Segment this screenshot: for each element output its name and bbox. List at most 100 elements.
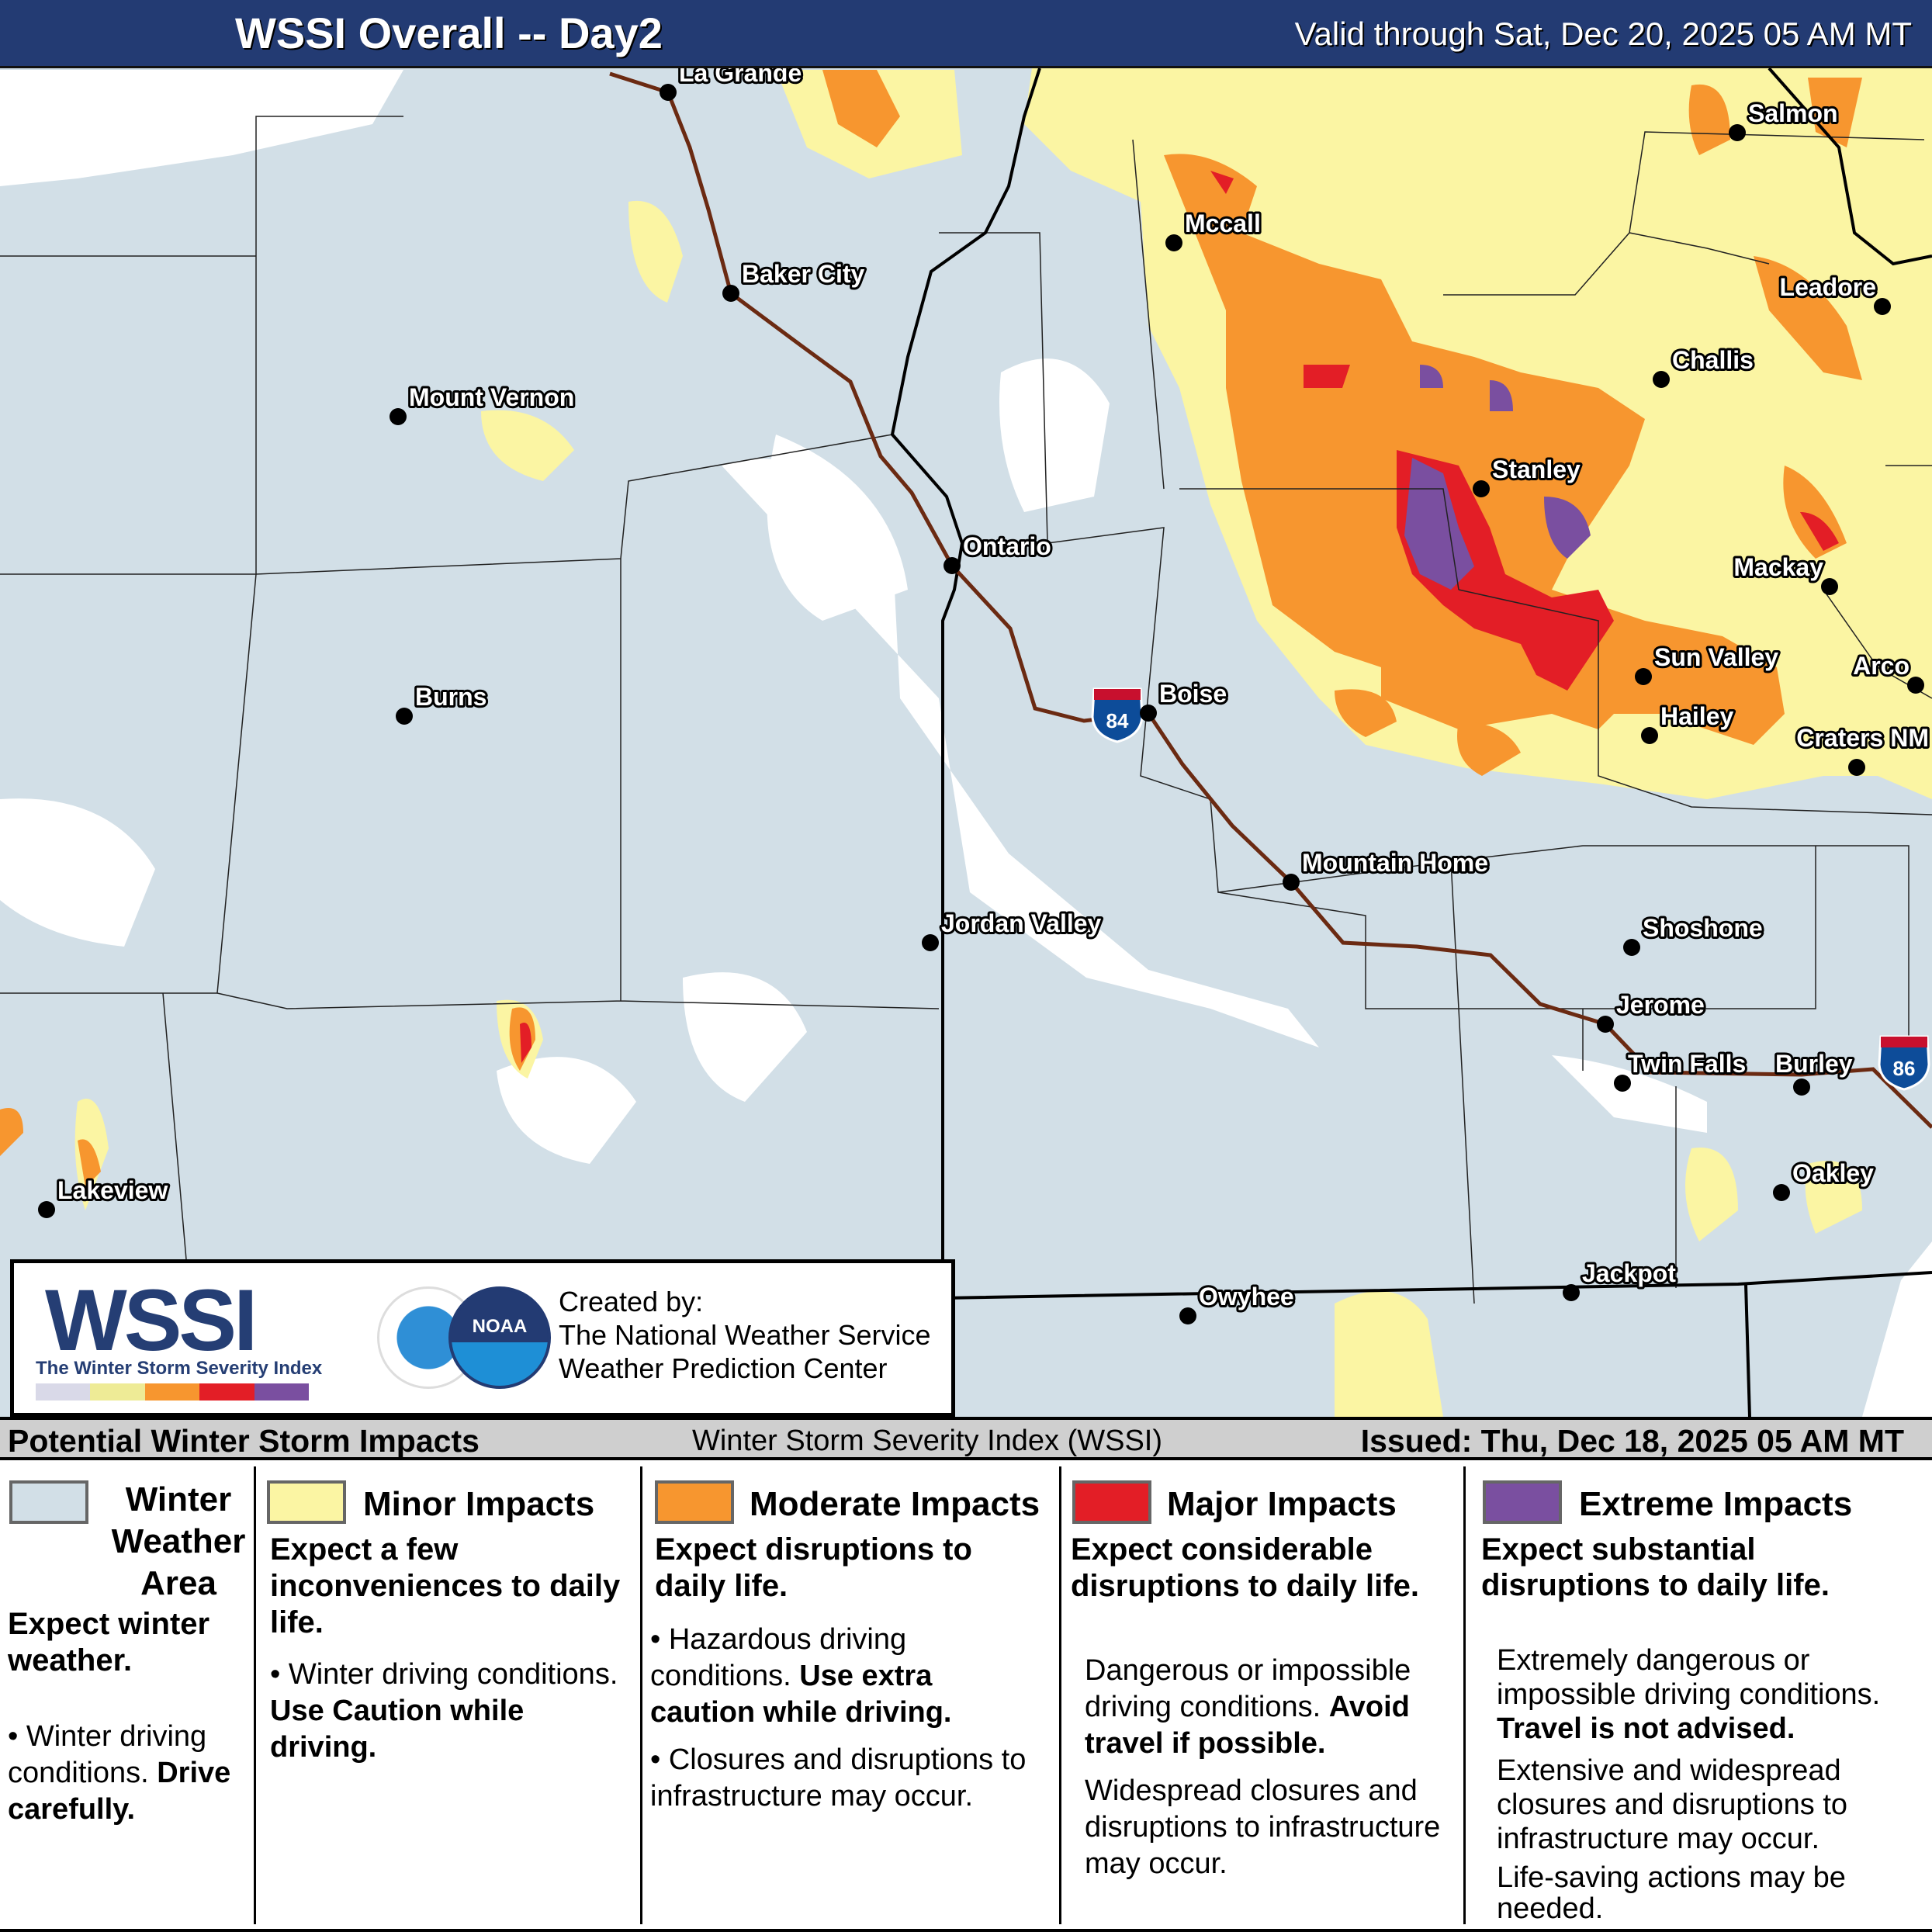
city-label: Shoshone <box>1643 914 1763 942</box>
legend-detail: Dangerous or impossible driving conditio… <box>1085 1654 1411 1760</box>
credit-text: Created by: The National Weather Service… <box>559 1285 931 1385</box>
legend-detail: • Hazardous driving conditions. Use extr… <box>650 1623 952 1729</box>
city-label: Jackpot <box>1582 1259 1676 1287</box>
city-label: Oakley <box>1792 1159 1874 1187</box>
city-lakeview: Lakeview <box>38 1174 170 1218</box>
city-label: Mackay <box>1733 553 1823 581</box>
legend-detail: • Winter driving conditions. Drive caref… <box>8 1720 231 1826</box>
city-mackay: Mackay <box>1731 551 1838 595</box>
city-label: Sun Valley <box>1654 643 1778 671</box>
city-arco: Arco <box>1851 649 1924 694</box>
city-label: Owyhee <box>1199 1283 1294 1311</box>
city-boise: Boise <box>1140 677 1229 722</box>
legend-detail-2: Widespread closures and disruptions to i… <box>1085 1774 1441 1880</box>
city-dot <box>1179 1307 1196 1324</box>
noaa-logo: NOAA <box>448 1286 551 1389</box>
city-salmon: Salmon <box>1729 97 1840 141</box>
city-mount-vernon: Mount Vernon <box>390 381 576 425</box>
city-dot <box>1773 1184 1790 1201</box>
minor-swatch <box>267 1480 346 1524</box>
city-dot <box>1793 1079 1810 1096</box>
city-label: Stanley <box>1492 455 1581 483</box>
city-challis: Challis <box>1653 344 1756 388</box>
city-burley: Burley <box>1773 1047 1855 1096</box>
city-dot <box>660 84 677 101</box>
legend-title-bar: Potential Winter Storm Impacts Winter St… <box>0 1417 1932 1460</box>
moderate-impact-areas <box>0 70 1862 1187</box>
city-label: Salmon <box>1748 99 1838 127</box>
legend-heading: Minor Impacts <box>363 1485 595 1523</box>
city-dot <box>1597 1016 1614 1033</box>
city-label: Lakeview <box>57 1176 168 1204</box>
city-dot <box>1635 668 1652 685</box>
city-mountain-home: Mountain Home <box>1283 847 1491 891</box>
legend-heading: Winter Weather Area <box>111 1480 246 1602</box>
city-label: Mount Vernon <box>409 383 574 411</box>
city-dot <box>922 934 939 951</box>
city-label: Leadore <box>1780 273 1876 301</box>
legend-detail: Extremely dangerous or impossible drivin… <box>1497 1644 1881 1745</box>
legend-index-name: Winter Storm Severity Index (WSSI) <box>692 1425 1163 1457</box>
city-dot <box>1907 677 1924 694</box>
legend-title: Potential Winter Storm Impacts <box>8 1423 480 1459</box>
wssi-color-strip <box>36 1383 310 1401</box>
city-label: Burns <box>415 683 486 711</box>
credits-box: WSSI The Winter Storm Severity Index NOA… <box>10 1259 955 1417</box>
city-label: Ontario <box>963 532 1051 560</box>
wssi-logo-subtitle: The Winter Storm Severity Index <box>36 1358 323 1379</box>
city-burns: Burns <box>396 680 489 725</box>
city-label: Challis <box>1672 346 1754 374</box>
legend-heading: Moderate Impacts <box>750 1485 1040 1523</box>
city-jackpot: Jackpot <box>1563 1257 1678 1301</box>
city-dot <box>1473 480 1490 497</box>
extreme-swatch <box>1483 1480 1562 1524</box>
city-stanley: Stanley <box>1473 453 1583 497</box>
city-dot <box>1729 124 1746 141</box>
city-owyhee: Owyhee <box>1179 1280 1297 1324</box>
legend-major: Major Impacts Expect considerable disrup… <box>1061 1466 1466 1924</box>
legend-heading: Major Impacts <box>1167 1485 1397 1523</box>
city-label: Arco <box>1853 652 1909 680</box>
city-label: Twin Falls <box>1628 1050 1746 1078</box>
city-dot <box>396 708 413 725</box>
city-dot <box>943 557 961 574</box>
city-ontario: Ontario <box>943 530 1054 574</box>
legend-lead: Expect winter weather. <box>8 1607 210 1678</box>
city-shoshone: Shoshone <box>1623 912 1765 956</box>
city-label: Boise <box>1159 680 1227 708</box>
city-dot <box>1165 234 1182 251</box>
city-dot <box>1874 298 1891 315</box>
legend-lead: Expect considerable disruptions to daily… <box>1071 1532 1419 1603</box>
legend-moderate: Moderate Impacts Expect disruptions to d… <box>642 1466 1061 1924</box>
wssi-logo: WSSI <box>45 1272 258 1369</box>
city-mccall: Mccall <box>1165 207 1263 251</box>
city-label: Mccall <box>1185 209 1261 237</box>
legend-detail: • Winter driving conditions. Use Caution… <box>270 1658 618 1764</box>
legend-extreme: Extreme Impacts Expect substantial disru… <box>1466 1466 1932 1924</box>
legend-lead: Expect substantial disruptions to daily … <box>1481 1532 1830 1602</box>
city-dot <box>722 285 739 302</box>
city-craters-nm: Craters NM <box>1794 722 1931 776</box>
shield-number: 84 <box>1106 709 1129 732</box>
credit-line: Created by: <box>559 1286 704 1317</box>
legend-detail-2: Extensive and widespread closures and di… <box>1497 1754 1848 1855</box>
city-label: Jordan Valley <box>941 909 1102 937</box>
city-baker-city: Baker City <box>722 258 867 302</box>
city-label: Craters NM <box>1796 724 1929 752</box>
county-borders <box>0 116 1932 1304</box>
city-dot <box>1140 705 1157 722</box>
state-borders <box>890 67 1932 1417</box>
city-dot <box>1563 1284 1580 1301</box>
impact-legend: Winter Weather Area Expect winter weathe… <box>0 1460 1932 1932</box>
city-dot <box>1653 371 1670 388</box>
city-dot <box>1623 939 1640 956</box>
valid-time: Valid through Sat, Dec 20, 2025 05 AM MT <box>1294 16 1912 52</box>
city-dot <box>390 408 407 425</box>
extreme-impact-areas <box>1404 365 1591 590</box>
city-hailey: Hailey <box>1641 700 1736 744</box>
city-dot <box>1848 759 1865 776</box>
issued-time: Issued: Thu, Dec 18, 2025 05 AM MT <box>1360 1423 1904 1459</box>
city-dot <box>1283 874 1300 891</box>
